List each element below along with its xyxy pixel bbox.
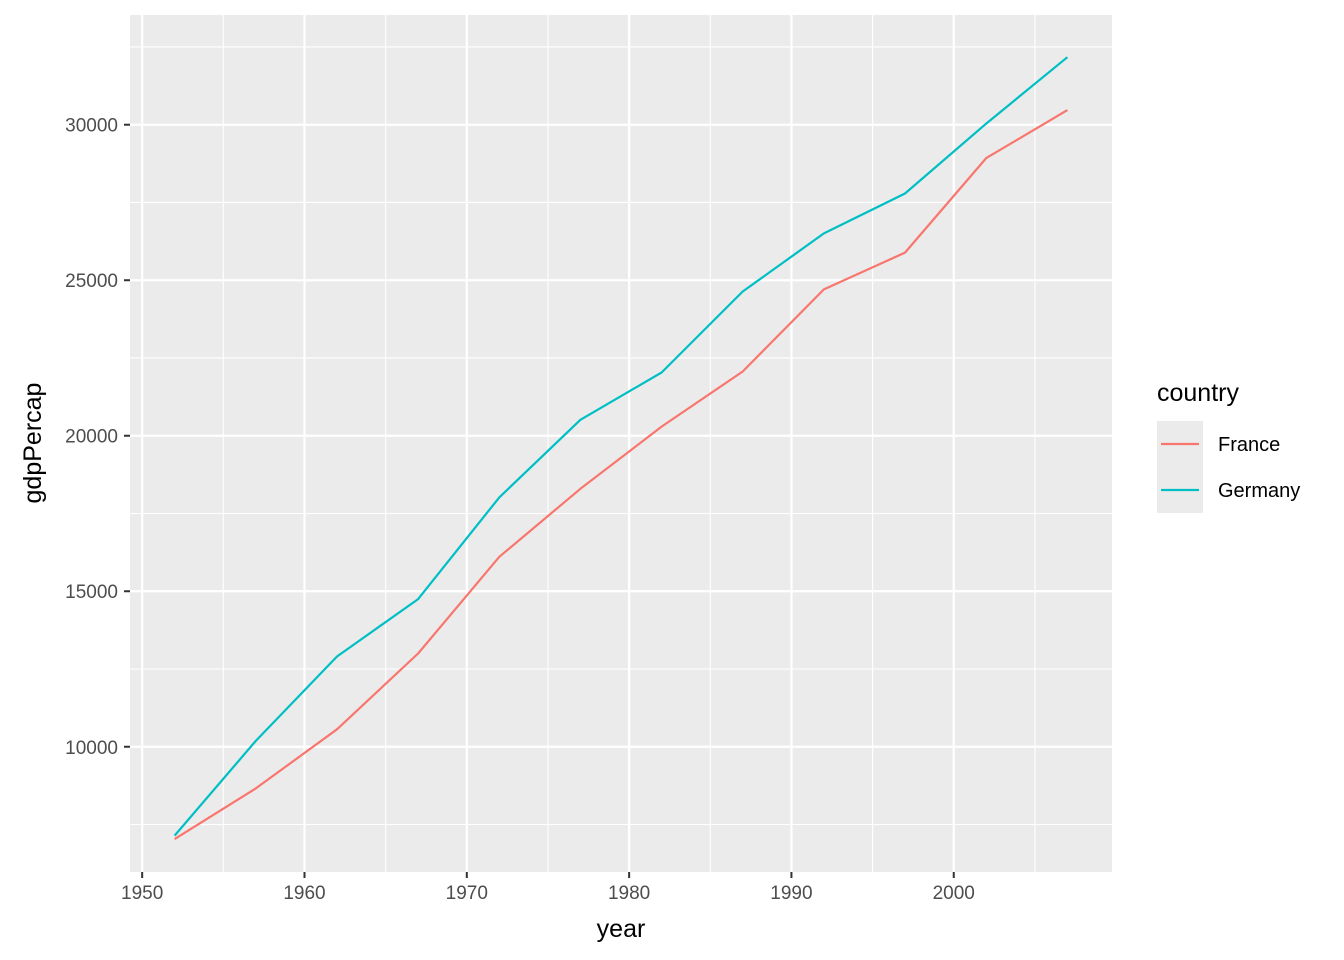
y-tick-label: 15000 bbox=[65, 582, 118, 603]
y-tick-label: 20000 bbox=[65, 427, 118, 448]
series-line-germany bbox=[173, 56, 1069, 837]
y-axis: 10000 15000 20000 25000 30000 bbox=[65, 116, 130, 759]
legend-key-background bbox=[1157, 421, 1203, 513]
legend: country France Germany bbox=[1157, 379, 1300, 513]
x-tick-label: 1960 bbox=[283, 883, 325, 904]
legend-label-france: France bbox=[1218, 434, 1280, 456]
y-tick-label: 25000 bbox=[65, 271, 118, 292]
x-tick-label: 1990 bbox=[770, 883, 812, 904]
major-gridlines bbox=[130, 15, 1112, 872]
x-tick-label: 1950 bbox=[121, 883, 163, 904]
x-axis: 1950 1960 1970 1980 1990 2000 bbox=[121, 872, 975, 904]
x-tick-label: 1970 bbox=[446, 883, 488, 904]
y-axis-title: gdpPercap bbox=[19, 383, 47, 504]
y-tick-label: 10000 bbox=[65, 738, 118, 759]
x-axis-title: year bbox=[597, 915, 646, 943]
x-tick-label: 1980 bbox=[608, 883, 650, 904]
x-tick-label: 2000 bbox=[933, 883, 975, 904]
legend-label-germany: Germany bbox=[1218, 480, 1300, 502]
series-lines bbox=[173, 56, 1069, 841]
y-tick-label: 30000 bbox=[65, 116, 118, 137]
legend-title: country bbox=[1157, 379, 1239, 407]
series-line-france bbox=[174, 109, 1068, 841]
plot-panel bbox=[130, 15, 1112, 872]
